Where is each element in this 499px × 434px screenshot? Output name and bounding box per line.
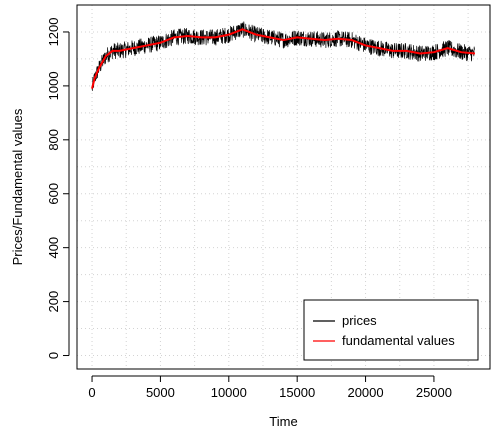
- series-line-fundamental-values: [91, 28, 476, 89]
- x-tick-label: 10000: [211, 385, 247, 400]
- y-tick-label: 400: [46, 237, 61, 259]
- plot-area: [91, 21, 476, 92]
- legend: prices fundamental values: [303, 299, 479, 361]
- x-axis-label: Time: [269, 414, 297, 429]
- x-tick-label: 15000: [279, 385, 315, 400]
- x-tick-label: 20000: [347, 385, 383, 400]
- y-tick-label: 1000: [46, 71, 61, 100]
- y-tick-label: 0: [46, 352, 61, 359]
- legend-box: [303, 299, 479, 361]
- x-axis: 0 5000 10000 15000 20000 25000: [88, 375, 452, 400]
- x-tick-label: 25000: [416, 385, 452, 400]
- y-tick-label: 600: [46, 183, 61, 205]
- y-tick-label: 1200: [46, 18, 61, 47]
- series-line-prices: [91, 21, 476, 92]
- x-tick-label: 0: [88, 385, 95, 400]
- plot-frame: [76, 4, 491, 370]
- x-tick-label: 5000: [146, 385, 175, 400]
- legend-label-prices: prices: [342, 313, 377, 328]
- y-axis-label: Prices/Fundamental values: [10, 108, 25, 265]
- y-tick-label: 800: [46, 129, 61, 151]
- legend-label-fundamental-values: fundamental values: [342, 333, 455, 348]
- y-tick-label: 200: [46, 291, 61, 313]
- y-axis: 0 200 400 600 800 1000 1200: [46, 18, 70, 359]
